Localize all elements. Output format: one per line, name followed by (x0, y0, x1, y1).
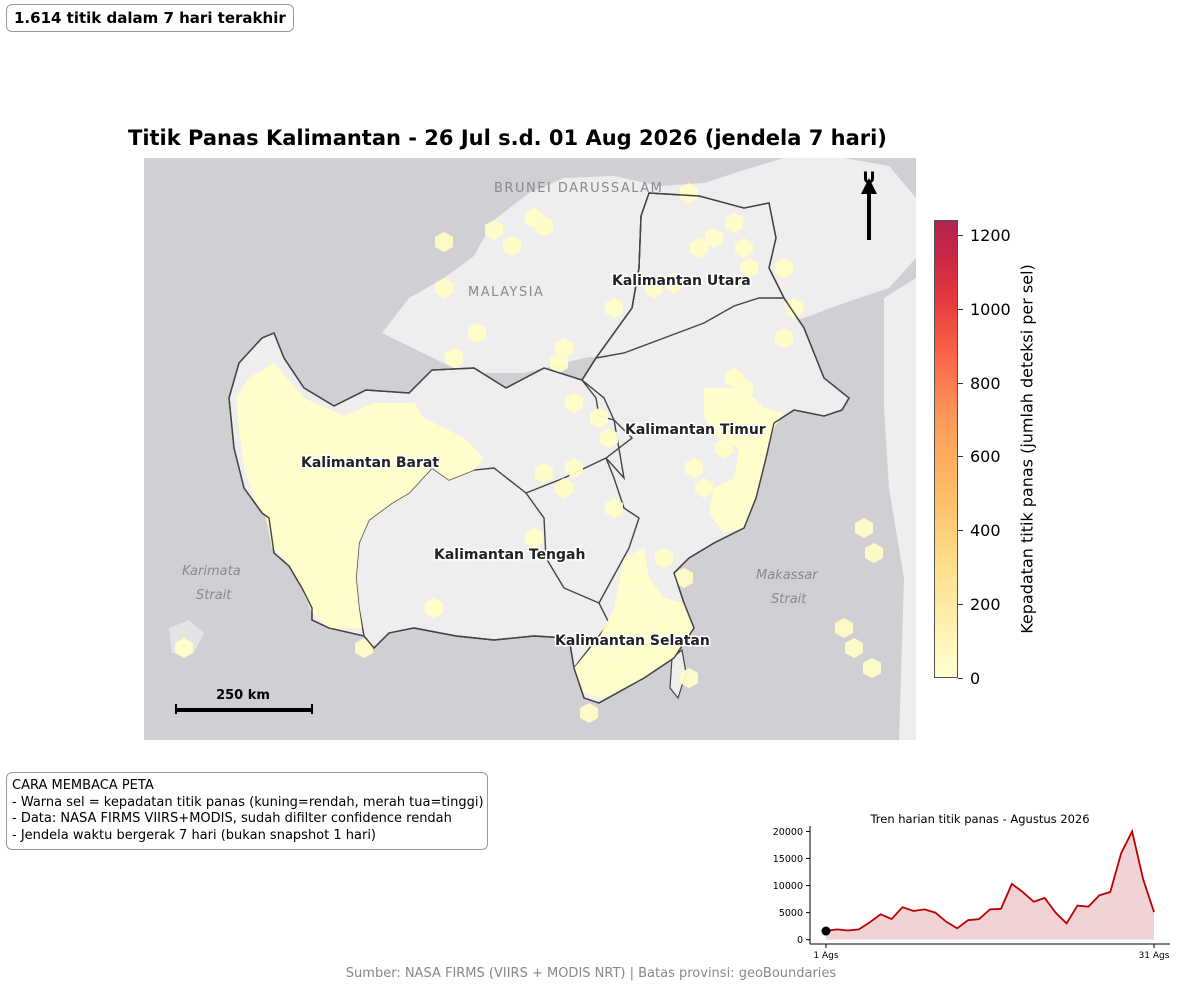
trend-area (826, 831, 1154, 940)
label-karimata-2: Strait (196, 588, 232, 603)
colorbar-tick-label: 0 (970, 669, 981, 688)
colorbar-tick: 1000 (958, 299, 1011, 319)
how-to-read-box: CARA MEMBACA PETA - Warna sel = kepadata… (6, 772, 488, 850)
colorbar-tick-label: 200 (970, 595, 1001, 615)
colorbar-tick: 1200 (958, 225, 1011, 245)
pulau-laut (669, 648, 687, 700)
hotspot-dense-west (236, 363, 484, 628)
how-to-line: - Data: NASA FIRMS VIIRS+MODIS, sudah di… (12, 811, 452, 826)
colorbar-tick: 800 (958, 373, 1001, 393)
label-kalimantan-tengah: Kalimantan Tengah (434, 547, 585, 563)
daily-trend-chart: Tren harian titik panas - Agustus 2026 0 5… (773, 812, 1170, 961)
how-to-line: - Jendela waktu bergerak 7 hari (bukan s… (12, 827, 376, 843)
label-makassar-2: Strait (771, 592, 807, 607)
label-brunei: BRUNEI DARUSSALAM (494, 181, 663, 196)
trend-y-tick-label: 10000 (773, 881, 803, 892)
trend-y-tick-label: 15000 (773, 854, 803, 865)
label-makassar-1: Makassar (756, 568, 819, 583)
trend-current-day-marker (821, 926, 831, 936)
how-to-line: - Warna sel = kepadatan titik panas (kun… (12, 794, 484, 810)
trend-title: Tren harian titik panas - Agustus 2026 (869, 812, 1089, 826)
north-arrow-label: U (863, 168, 876, 187)
north-arrow: U (861, 168, 877, 240)
map-title: Titik Panas Kalimantan - 26 Jul s.d. 01 … (128, 126, 887, 150)
sulawesi-edge (884, 278, 916, 740)
label-kalimantan-timur: Kalimantan Timur (625, 422, 766, 438)
trend-y-tick-label: 20000 (773, 827, 803, 838)
how-to-heading: CARA MEMBACA PETA (12, 778, 154, 793)
trend-y-tick-label: 0 (797, 935, 803, 946)
colorbar-tick-label: 800 (970, 373, 1001, 393)
scale-bar: 250 km (175, 688, 313, 714)
total-hotspot-badge: 1.614 titik dalam 7 hari terakhir (6, 4, 294, 32)
label-karimata-1: Karimata (182, 564, 241, 579)
trend-y-tick-label: 5000 (779, 908, 803, 919)
trend-x-tick-label: 1 Ags (813, 951, 838, 961)
scale-bar-label: 250 km (216, 688, 270, 703)
colorbar-tick: 200 (958, 597, 1001, 613)
hotspot-dense-east (704, 388, 784, 533)
hotspot-dense-south (574, 548, 694, 698)
colorbar-tick: 0 (958, 671, 980, 687)
colorbar-label: Kepadatan titik panas (jumlah deteksi pe… (1017, 264, 1037, 634)
label-kalimantan-barat: Kalimantan Barat (301, 455, 439, 471)
label-malaysia: MALAYSIA (468, 285, 544, 300)
source-credit: Sumber: NASA FIRMS (VIIRS + MODIS NRT) |… (345, 966, 837, 981)
colorbar-tick-label: 1200 (970, 225, 1011, 245)
label-kalimantan-selatan: Kalimantan Selatan (555, 633, 710, 649)
colorbar-tick-label: 400 (970, 521, 1001, 541)
colorbar-tick: 400 (958, 523, 1001, 539)
label-kalimantan-utara: Kalimantan Utara (612, 273, 751, 289)
trend-x-tick-label: 31 Ags (1139, 951, 1170, 961)
colorbar (934, 220, 958, 678)
trend-line (825, 828, 1155, 932)
colorbar-tick-label: 1000 (970, 299, 1011, 319)
hotspot-map[interactable]: BRUNEI DARUSSALAM MALAYSIA Karimata Stra… (144, 158, 916, 740)
kalimantan-outline (228, 192, 850, 704)
colorbar-tick: 600 (958, 449, 1001, 465)
colorbar-tick-label: 600 (970, 447, 1001, 467)
